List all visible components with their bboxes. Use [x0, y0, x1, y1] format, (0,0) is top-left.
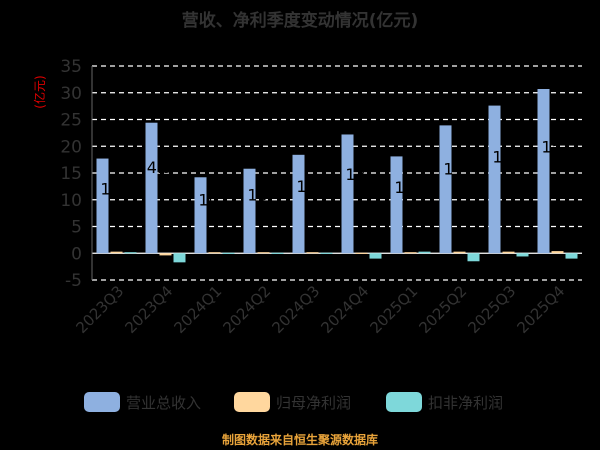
bar-2-2025Q3 [516, 253, 529, 257]
bar-0-2025Q2 [439, 125, 452, 254]
data-label: 16 [492, 148, 512, 167]
bar-1-2025Q2 [453, 251, 466, 254]
x-tick-label: 2025Q2 [416, 282, 471, 337]
data-label: 10 [198, 191, 218, 210]
bar-2-2023Q3 [124, 252, 137, 254]
data-label: 18 [247, 186, 267, 205]
data-label: 15 [541, 138, 561, 157]
bar-0-2023Q4 [145, 122, 158, 254]
x-tick-label: 2025Q3 [465, 282, 520, 337]
x-tick-label: 2023Q4 [122, 282, 177, 337]
y-tick-label: 5 [71, 218, 82, 238]
data-labels: 16 4.3 10 18 12 12 10 17 16 15 [100, 138, 561, 210]
bar-2-2024Q3 [320, 252, 333, 254]
footer-source: 制图数据来自恒生聚源数据库 [222, 432, 378, 447]
bar-0-2024Q4 [341, 134, 354, 254]
y-axis-label: (亿元) [32, 75, 47, 108]
y-tick-label: 35 [60, 57, 82, 77]
y-tick-label: 10 [60, 191, 82, 211]
y-tick-label: 15 [60, 164, 82, 184]
y-tick-label: -5 [65, 271, 82, 291]
bar-1-2023Q4 [159, 253, 172, 256]
bar-2-2025Q2 [467, 253, 480, 262]
x-tick-label: 2025Q4 [514, 282, 569, 337]
y-tick-label: 20 [60, 137, 82, 157]
bars [96, 89, 578, 263]
data-label: 12 [296, 177, 316, 196]
bar-0-2025Q3 [488, 105, 501, 254]
bar-2-2024Q2 [271, 252, 284, 254]
bar-2-2025Q4 [565, 253, 578, 259]
bar-1-2025Q4 [551, 251, 564, 254]
bar-1-2023Q3 [110, 251, 123, 254]
bar-0-2023Q3 [96, 158, 109, 254]
bar-1-2025Q1 [404, 252, 417, 254]
chart-title: 营收、净利季度变动情况(亿元) [182, 10, 419, 31]
x-tick-label: 2024Q3 [269, 282, 324, 337]
bar-2-2025Q1 [418, 251, 431, 254]
data-label: 12 [345, 165, 365, 184]
legend: 营业总收入 归母净利润 扣非净利润 [84, 392, 503, 412]
bar-0-2024Q3 [292, 154, 305, 254]
bar-1-2024Q3 [306, 252, 319, 254]
bar-0-2025Q1 [390, 156, 403, 254]
legend-swatch [386, 392, 422, 412]
legend-label: 扣非净利润 [428, 394, 503, 412]
data-label: 17 [443, 160, 463, 179]
bar-1-2024Q1 [208, 252, 221, 254]
x-tick-label: 2024Q1 [171, 282, 226, 337]
bar-2-2024Q4 [369, 253, 382, 259]
legend-label: 营业总收入 [126, 394, 201, 412]
bar-0-2025Q4 [537, 89, 550, 254]
y-tick-labels: -5 0 5 10 15 20 25 30 35 [60, 57, 82, 291]
data-label: 16 [100, 179, 120, 198]
legend-swatch [234, 392, 270, 412]
data-label: 10 [394, 178, 414, 197]
bar-2-2024Q1 [222, 252, 235, 254]
bar-1-2024Q4 [355, 252, 368, 254]
y-tick-label: 0 [71, 244, 82, 264]
bar-2-2023Q4 [173, 253, 186, 263]
y-tick-label: 30 [60, 84, 82, 104]
x-tick-label: 2024Q4 [318, 282, 373, 337]
legend-swatch [84, 392, 120, 412]
y-tick-label: 25 [60, 111, 82, 131]
x-tick-label: 2025Q1 [367, 282, 422, 337]
bar-0-2024Q1 [194, 177, 207, 254]
bar-1-2024Q2 [257, 252, 270, 254]
bar-0-2024Q2 [243, 168, 256, 254]
legend-label: 归母净利润 [276, 394, 351, 412]
x-tick-label: 2024Q2 [220, 282, 275, 337]
bar-1-2025Q3 [502, 251, 515, 254]
data-label: 4.3 [147, 158, 172, 177]
x-tick-labels: 2023Q32023Q42024Q12024Q22024Q32024Q42025… [73, 282, 569, 337]
